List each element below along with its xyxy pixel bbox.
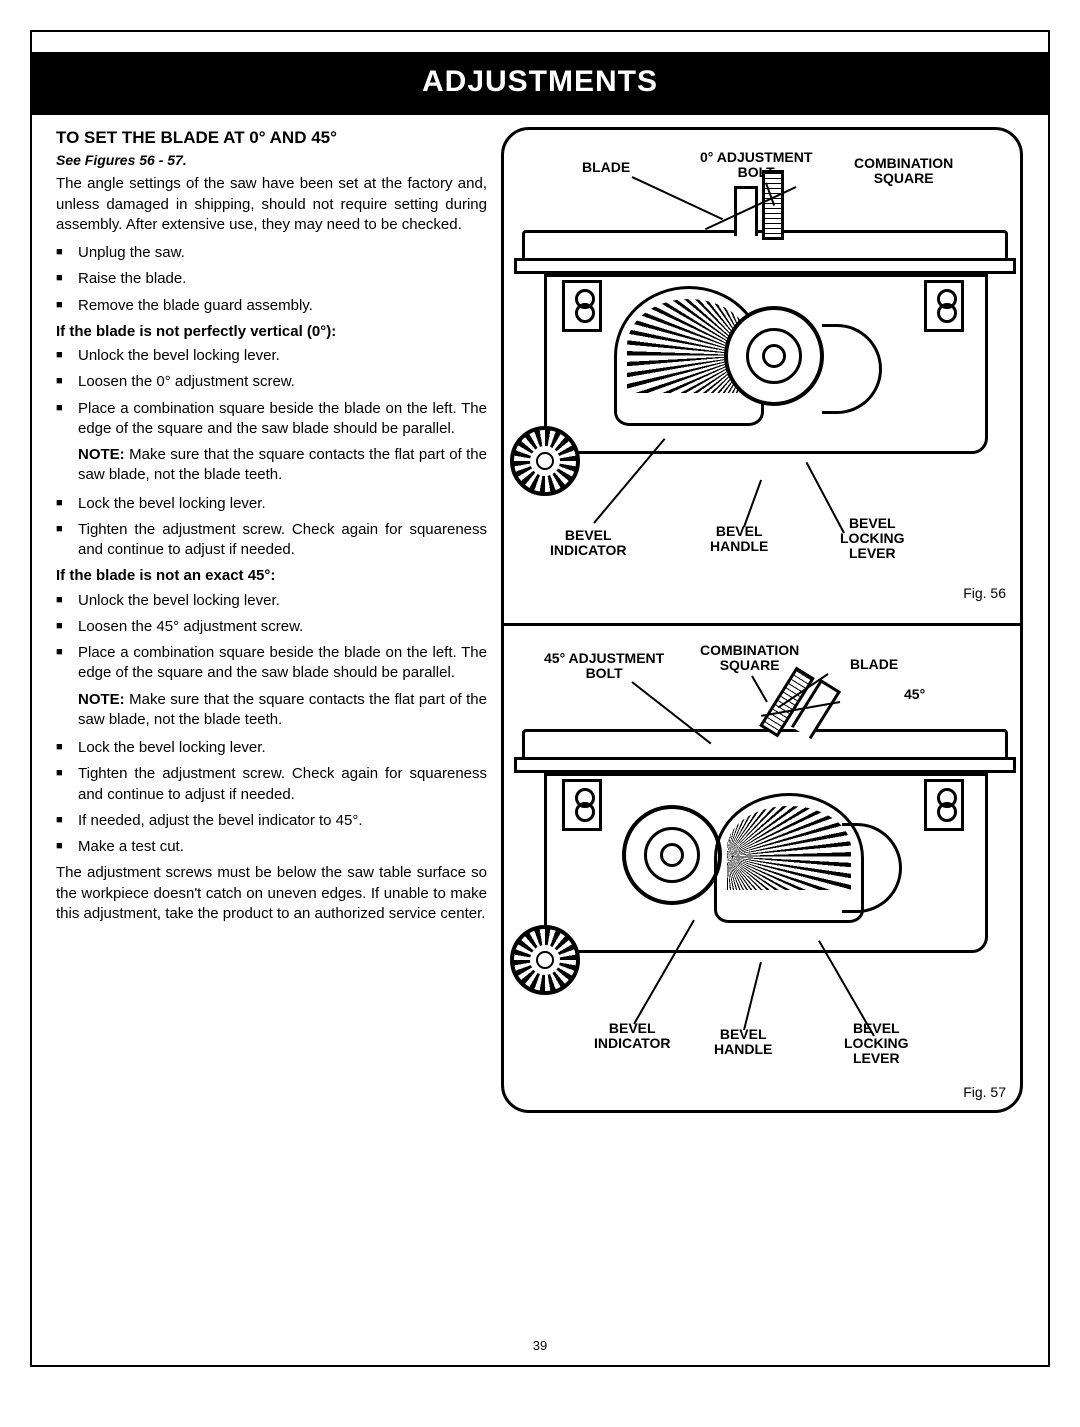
fig57-label-adj-bolt: 45° ADJUSTMENT BOLT (544, 651, 664, 682)
list-item: Remove the blade guard assembly. (56, 296, 487, 316)
list-item: Tighten the adjustment screw. Check agai… (56, 520, 487, 561)
bullet-list-top: Unplug the saw. Raise the blade. Remove … (56, 243, 487, 316)
note-text: Make sure that the square contacts the f… (78, 446, 487, 483)
fig57-label-comb-square: COMBINATION SQUARE (700, 643, 799, 674)
sub-heading-0: If the blade is not perfectly vertical (… (56, 322, 487, 342)
fig57-caption: Fig. 57 (963, 1083, 1006, 1102)
bevel-dial-illustration (724, 306, 824, 406)
see-figures-ref: See Figures 56 - 57. (56, 151, 487, 170)
figure-box: BLADE 0° ADJUSTMENT BOLT COMBINATION SQU… (501, 127, 1023, 1113)
bevel-dial-illustration (622, 805, 722, 905)
bullet-list-0a: Unlock the bevel locking lever. Loosen t… (56, 346, 487, 439)
fig56-label-bevel-lock: BEVEL LOCKING LEVER (840, 516, 905, 562)
intro-paragraph: The angle settings of the saw have been … (56, 174, 487, 235)
note-label: NOTE: (78, 446, 125, 463)
list-item: Tighten the adjustment screw. Check agai… (56, 764, 487, 805)
figure-column: BLADE 0° ADJUSTMENT BOLT COMBINATION SQU… (501, 127, 1023, 1113)
fig56-label-blade: BLADE (582, 160, 630, 175)
caster-wheel-illustration (510, 426, 580, 496)
saw-table-rail-illustration (514, 258, 1016, 274)
note-paragraph-45: NOTE: Make sure that the square contacts… (56, 690, 487, 731)
section-title: TO SET THE BLADE AT 0° AND 45° (56, 127, 487, 150)
text-column: TO SET THE BLADE AT 0° AND 45° See Figur… (56, 127, 501, 1113)
figure-57: 45° ADJUSTMENT BOLT COMBINATION SQUARE B… (504, 623, 1020, 1113)
fig57-label-blade: BLADE (850, 657, 898, 672)
fig57-label-45: 45° (904, 687, 925, 702)
leader-line (806, 461, 845, 533)
fig56-caption: Fig. 56 (963, 584, 1006, 603)
bullet-list-45b: Lock the bevel locking lever. Tighten th… (56, 738, 487, 857)
list-item: Place a combination square beside the bl… (56, 399, 487, 440)
leader-line (632, 176, 723, 220)
list-item: Place a combination square beside the bl… (56, 643, 487, 684)
bullet-list-45a: Unlock the bevel locking lever. Loosen t… (56, 591, 487, 684)
section-header-banner: ADJUSTMENTS (32, 52, 1048, 115)
leader-line (743, 479, 762, 527)
bracket-left-illustration (562, 280, 602, 332)
bracket-right-illustration (924, 779, 964, 831)
fig56-label-comb-square: COMBINATION SQUARE (854, 156, 953, 187)
list-item: Lock the bevel locking lever. (56, 738, 487, 758)
saw-table-rail-illustration (514, 757, 1016, 773)
figure-56: BLADE 0° ADJUSTMENT BOLT COMBINATION SQU… (504, 130, 1020, 623)
list-item: Unlock the bevel locking lever. (56, 591, 487, 611)
fig57-label-bevel-indicator: BEVEL INDICATOR (594, 1021, 670, 1052)
fig57-label-bevel-handle: BEVEL HANDLE (714, 1027, 772, 1058)
list-item: Unlock the bevel locking lever. (56, 346, 487, 366)
note-text: Make sure that the square contacts the f… (78, 691, 487, 728)
list-item: Lock the bevel locking lever. (56, 494, 487, 514)
list-item: Make a test cut. (56, 837, 487, 857)
list-item: Unplug the saw. (56, 243, 487, 263)
fig56-label-bevel-handle: BEVEL HANDLE (710, 524, 768, 555)
sub-heading-45: If the blade is not an exact 45°: (56, 566, 487, 586)
leader-line (743, 961, 762, 1029)
fig57-label-bevel-lock: BEVEL LOCKING LEVER (844, 1021, 909, 1067)
leader-line (751, 675, 768, 702)
note-paragraph-0: NOTE: Make sure that the square contacts… (56, 445, 487, 486)
list-item: If needed, adjust the bevel indicator to… (56, 811, 487, 831)
bullet-list-0b: Lock the bevel locking lever. Tighten th… (56, 494, 487, 561)
bracket-left-illustration (562, 779, 602, 831)
fig56-label-bevel-indicator: BEVEL INDICATOR (550, 528, 626, 559)
page-frame: ADJUSTMENTS TO SET THE BLADE AT 0° AND 4… (30, 30, 1050, 1367)
closing-paragraph: The adjustment screws must be below the … (56, 863, 487, 924)
list-item: Loosen the 45° adjustment screw. (56, 617, 487, 637)
page-number: 39 (32, 1337, 1048, 1355)
note-label: NOTE: (78, 691, 125, 708)
list-item: Raise the blade. (56, 269, 487, 289)
bracket-right-illustration (924, 280, 964, 332)
two-column-layout: TO SET THE BLADE AT 0° AND 45° See Figur… (32, 115, 1048, 1113)
list-item: Loosen the 0° adjustment screw. (56, 372, 487, 392)
caster-wheel-illustration (510, 925, 580, 995)
fig56-label-adj-bolt: 0° ADJUSTMENT BOLT (700, 150, 812, 181)
